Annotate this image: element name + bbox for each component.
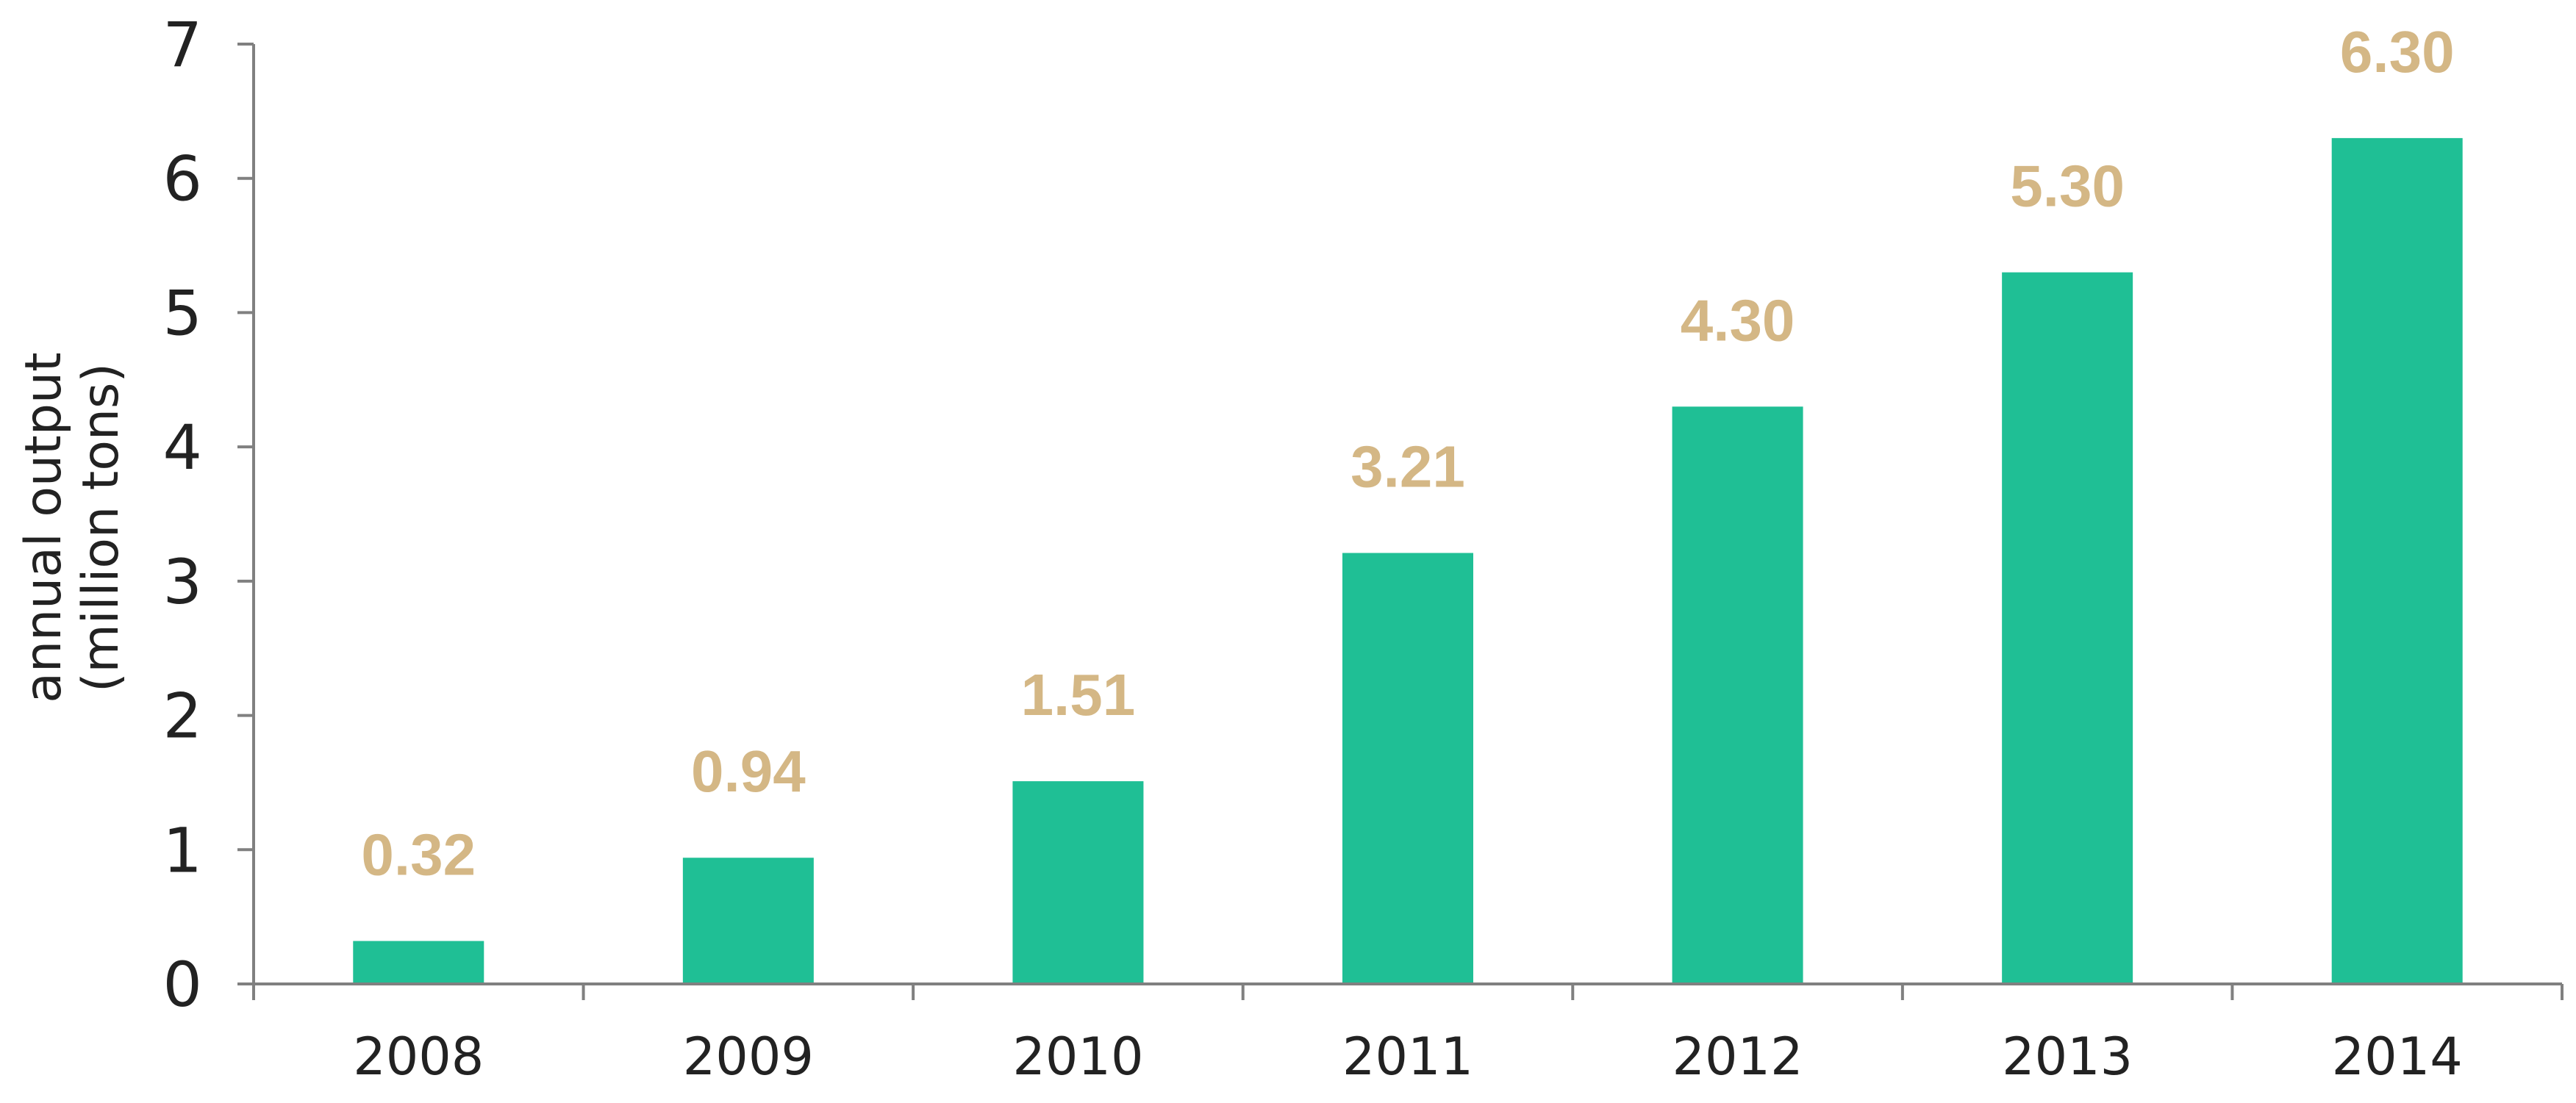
x-tick-label-2011: 2011 <box>1342 1027 1473 1087</box>
data-labels: 0.32 0.94 1.51 3.21 4.30 5.30 6.30 <box>361 19 2454 888</box>
y-axis-title: annual output (million tons) <box>15 352 130 703</box>
data-label-2012: 4.30 <box>1681 287 1795 353</box>
x-tick-label-2014: 2014 <box>2332 1027 2463 1087</box>
bar-2013 <box>2002 272 2133 985</box>
y-tick-label: 1 <box>163 814 202 886</box>
bar-2008 <box>353 941 484 984</box>
data-label-2009: 0.94 <box>691 739 806 804</box>
data-label-2010: 1.51 <box>1021 662 1136 727</box>
y-axis-ticks: 0 1 2 3 4 5 6 7 <box>163 9 202 1021</box>
x-tick-label-2012: 2012 <box>1672 1027 1803 1087</box>
x-tick-label-2009: 2009 <box>683 1027 814 1087</box>
data-label-2014: 6.30 <box>2340 19 2455 85</box>
y-tick-label: 2 <box>163 680 202 752</box>
bar-2011 <box>1342 553 1473 984</box>
y-axis-title-line-1: annual output <box>15 352 73 703</box>
data-label-2008: 0.32 <box>361 822 476 888</box>
x-tick-label-2013: 2013 <box>2002 1027 2133 1087</box>
x-tick-label-2008: 2008 <box>353 1027 484 1087</box>
y-axis <box>237 43 255 985</box>
x-axis: 2008 2009 2010 2011 2012 2013 2014 <box>252 982 2564 1087</box>
bar-2012 <box>1672 406 1803 984</box>
data-label-2011: 3.21 <box>1350 434 1465 499</box>
y-tick-label: 5 <box>163 277 202 349</box>
y-tick-label: 7 <box>163 9 202 81</box>
bar-2009 <box>682 858 814 984</box>
bar-2014 <box>2331 137 2463 984</box>
y-axis-title-line-2: (million tons) <box>72 363 130 692</box>
x-tick-label-2010: 2010 <box>1012 1027 1143 1087</box>
y-tick-label: 0 <box>163 949 202 1021</box>
bars <box>353 137 2463 985</box>
bar-2010 <box>1012 781 1144 984</box>
y-tick-label: 3 <box>163 546 202 618</box>
data-label-2013: 5.30 <box>2010 154 2125 219</box>
y-tick-label: 4 <box>163 412 202 484</box>
y-tick-label: 6 <box>163 143 202 215</box>
